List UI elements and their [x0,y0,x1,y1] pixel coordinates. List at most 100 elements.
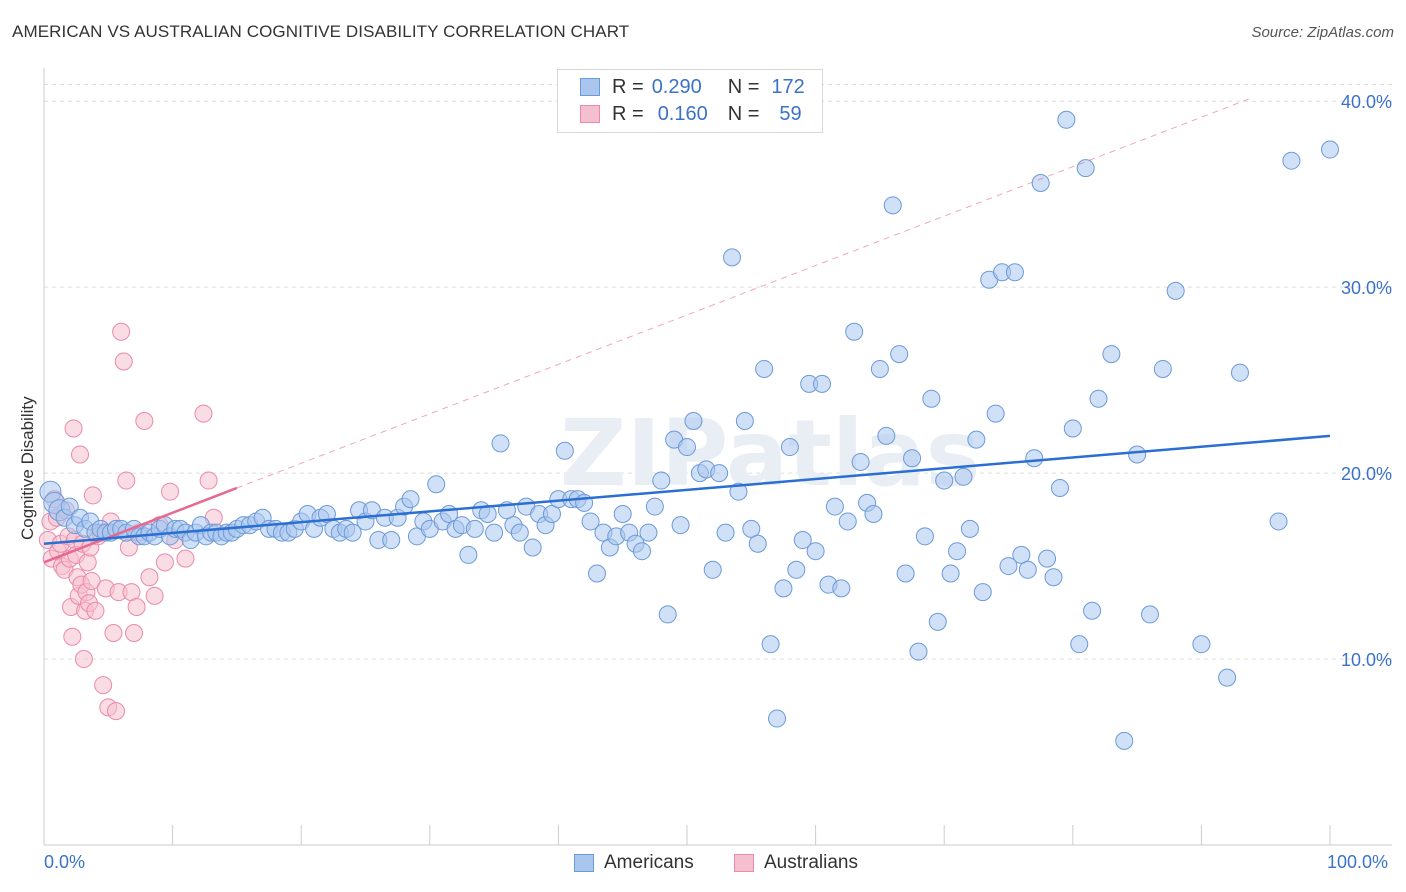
legend-r-value: 0.160 [657,102,708,125]
americans-point [382,531,401,550]
americans-point [645,497,664,516]
americans-point [716,523,735,542]
americans-point [845,322,864,341]
americans-point [587,564,606,583]
americans-point [427,475,446,494]
australians-trend-extension [236,97,1254,489]
americans-point [1057,110,1076,129]
americans-point [1076,159,1095,178]
x-tick-max: 100.0% [1327,852,1389,872]
americans-point [658,605,677,624]
americans-point [1089,389,1108,408]
x-tick-min: 0.0% [44,852,86,872]
americans-point [948,542,967,561]
stats-legend: R = 0.290 N = 172 R = 0.160 N = 59 [557,69,823,133]
australians-point [176,549,195,568]
americans-point [883,196,902,215]
americans-point [343,523,362,542]
legend-n-value: 172 [771,75,805,98]
americans-point [485,523,504,542]
americans-point [1005,263,1024,282]
americans-point [671,516,690,535]
australians-point [145,586,164,605]
americans-point [510,523,529,542]
legend-row-americans: R = 0.290 N = 172 [580,75,805,99]
americans-point [1102,345,1121,364]
americans-point [1128,445,1147,464]
americans-point [954,467,973,486]
americans-point [613,505,632,524]
americans-point [1018,560,1037,579]
australians-point [107,702,126,721]
americans-point [710,464,729,483]
americans-point [1153,359,1172,378]
americans-point [787,560,806,579]
americans-point [877,426,896,445]
australians-point [155,553,174,572]
bottom-legend-australians: Australians [734,852,858,874]
americans-point [806,542,825,561]
americans-point [986,404,1005,423]
americans-point [838,512,857,531]
australians-point [127,597,146,616]
australians-point [135,412,154,431]
americans-point [684,412,703,431]
americans-point [1282,151,1301,170]
americans-point [960,519,979,538]
americans-point [1115,731,1134,750]
americans-point [780,438,799,457]
australians-point [104,624,123,643]
y-tick-label: 30.0% [1341,278,1392,298]
trend-lines [43,97,1331,564]
legend-r-label: R = [612,75,644,98]
americans-point [1038,549,1057,568]
americans-point [761,635,780,654]
y-tick-label: 10.0% [1341,650,1392,670]
legend-row-australians: R = 0.160 N = 59 [580,102,802,126]
australians-swatch [734,854,754,872]
americans-point [1321,140,1339,159]
bottom-legend-americans: Americans [574,852,694,874]
americans-point [581,512,600,531]
australians-point [114,352,133,371]
americans-point [793,531,812,550]
americans-point [1031,174,1050,193]
australians-point [125,624,144,643]
legend-r-label: R = [612,102,644,125]
legend-r-value: 0.290 [651,75,702,98]
americans-point [1050,478,1069,497]
australians-point [117,471,136,490]
americans-point [928,612,947,631]
americans-point [915,527,934,546]
axes [43,68,1392,846]
americans-point [832,579,851,598]
americans-point [703,560,722,579]
americans-point [1070,635,1089,654]
americans-point [1218,668,1237,687]
americans-point [755,359,774,378]
y-tick-label: 40.0% [1341,92,1392,112]
australians-point [64,419,83,438]
americans-point [922,389,941,408]
australians-point [82,571,101,590]
americans-point [941,564,960,583]
americans-point [999,557,1018,576]
australians-point [199,471,218,490]
bottom-legend-americans-label: Americans [604,852,694,873]
legend-n-label: N = [727,102,760,125]
americans-point [1192,635,1211,654]
americans-point [870,359,889,378]
americans-point [1230,363,1249,382]
australians-point [161,482,180,501]
legend-n-value: 59 [779,102,802,125]
americans-point [890,345,909,364]
australians-point [63,627,82,646]
americans-point [555,441,574,460]
americans-point [678,438,696,457]
americans-point [909,642,928,661]
americans-point [729,482,748,501]
americans-point [317,505,336,524]
americans-point [1025,449,1044,468]
americans-point [459,545,478,564]
